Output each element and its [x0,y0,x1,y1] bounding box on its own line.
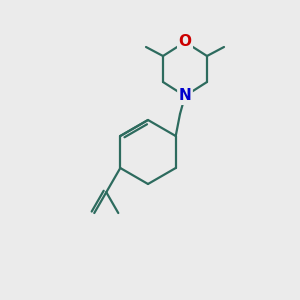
Text: O: O [178,34,191,50]
Text: N: N [178,88,191,104]
